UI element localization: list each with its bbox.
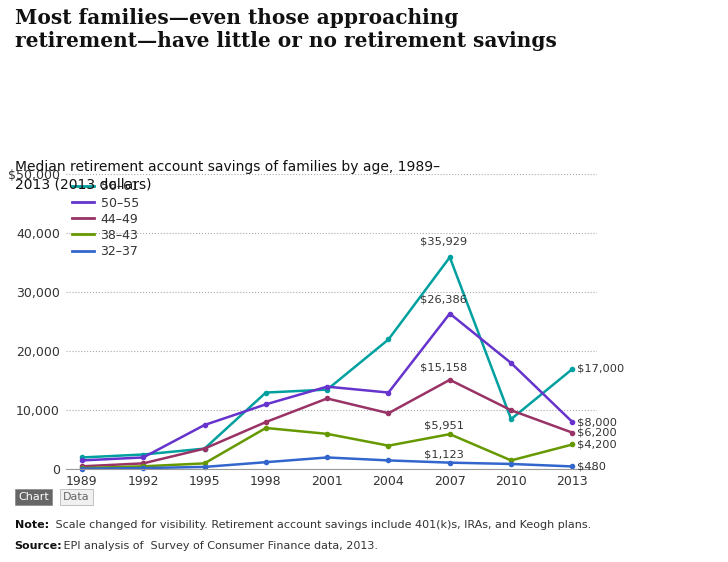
Text: Scale changed for visibility. Retirement account savings include 401(k)s, IRAs, : Scale changed for visibility. Retirement… <box>52 520 592 530</box>
Text: Source:: Source: <box>15 541 62 551</box>
Text: Median retirement account savings of families by age, 1989–
2013 (2013 dollars): Median retirement account savings of fam… <box>15 160 440 192</box>
Text: Most families—even those approaching
retirement—have little or no retirement sav: Most families—even those approaching ret… <box>15 8 556 51</box>
Text: $8,000: $8,000 <box>577 417 617 427</box>
Text: Note:: Note: <box>15 520 49 530</box>
Text: $4,200: $4,200 <box>577 439 617 450</box>
Text: Chart: Chart <box>18 492 49 502</box>
Text: $26,386: $26,386 <box>420 294 467 305</box>
Text: Data: Data <box>63 492 90 502</box>
Text: EPI analysis of  Survey of Consumer Finance data, 2013.: EPI analysis of Survey of Consumer Finan… <box>60 541 378 551</box>
Text: $6,200: $6,200 <box>577 428 617 438</box>
Text: $480: $480 <box>577 461 606 472</box>
Legend: 56–61, 50–55, 44–49, 38–43, 32–37: 56–61, 50–55, 44–49, 38–43, 32–37 <box>72 180 139 258</box>
Text: $35,929: $35,929 <box>420 237 467 247</box>
Text: $5,951: $5,951 <box>424 420 464 430</box>
Text: $17,000: $17,000 <box>577 364 624 374</box>
Text: $1,123: $1,123 <box>424 450 464 460</box>
Text: $15,158: $15,158 <box>420 362 467 373</box>
